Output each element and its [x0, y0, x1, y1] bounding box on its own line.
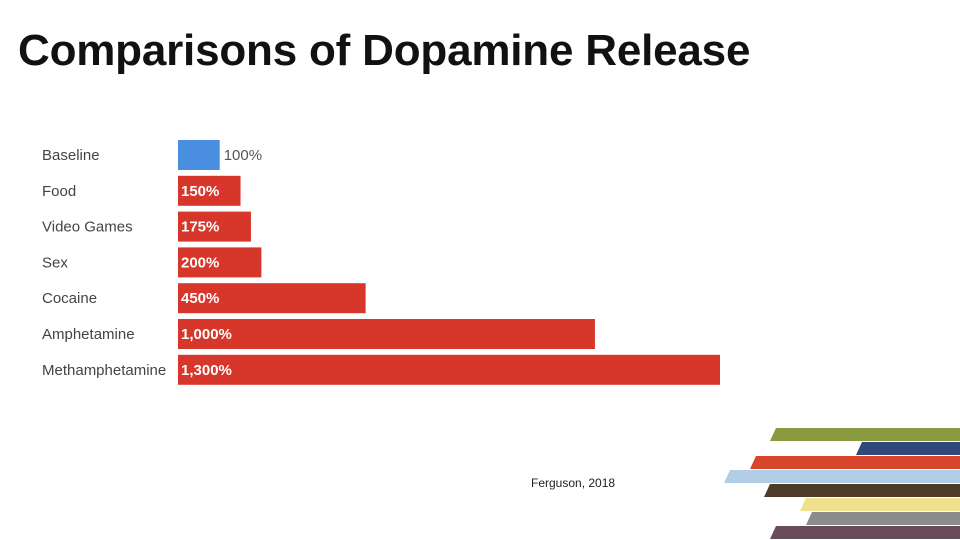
- decorative-stripe: [724, 470, 960, 483]
- bar: [178, 283, 366, 314]
- bar-value-label: 1,000%: [181, 326, 232, 343]
- bar-value-label: 175%: [181, 219, 219, 236]
- bar-value-label: 150%: [181, 183, 219, 200]
- category-label: Methamphetamine: [42, 362, 166, 379]
- bar-value-label: 1,300%: [181, 362, 232, 379]
- decorative-stripe: [770, 526, 960, 539]
- bar: [178, 140, 220, 170]
- decorative-stripe: [800, 498, 960, 511]
- bar: [178, 175, 241, 206]
- decorative-stripe: [770, 428, 960, 441]
- category-label: Cocaine: [42, 290, 97, 307]
- bar-value-label: 100%: [224, 147, 262, 164]
- decorative-stripe: [750, 456, 960, 469]
- category-label: Sex: [42, 254, 68, 271]
- category-label: Video Games: [42, 219, 133, 236]
- category-label: Baseline: [42, 147, 100, 164]
- bar: [178, 211, 251, 242]
- source-citation: Ferguson, 2018: [531, 476, 616, 490]
- category-label: Amphetamine: [42, 326, 135, 343]
- category-label: Food: [42, 183, 76, 200]
- bar: [178, 247, 262, 278]
- bar: [178, 354, 720, 385]
- bar: [178, 319, 595, 349]
- slide-title: Comparisons of Dopamine Release: [18, 26, 751, 75]
- bar-value-label: 450%: [181, 290, 219, 307]
- bar-value-label: 200%: [181, 254, 219, 271]
- decorative-stripe: [806, 512, 960, 525]
- decorative-stripe: [764, 484, 960, 497]
- decorative-stripe: [856, 442, 960, 455]
